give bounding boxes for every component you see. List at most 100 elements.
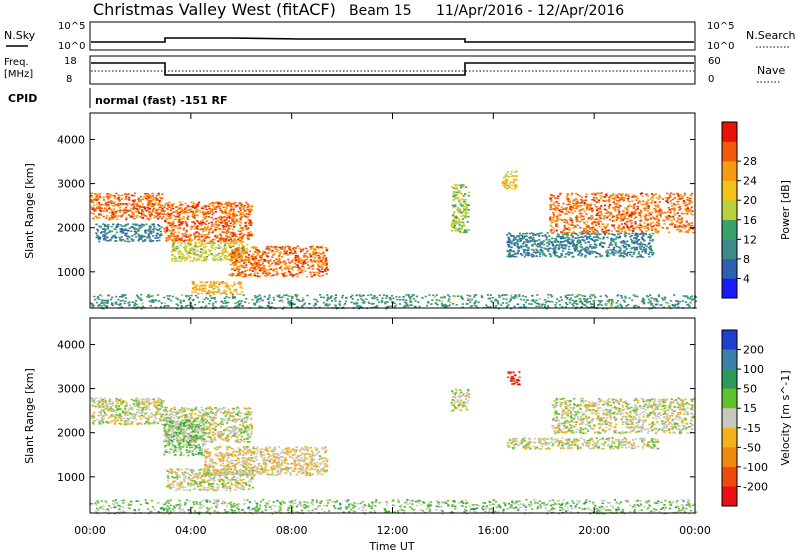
power-cell xyxy=(258,300,261,303)
power-cell xyxy=(106,204,109,206)
power-cell xyxy=(583,210,586,213)
power-cell xyxy=(133,200,136,203)
power-cell xyxy=(124,208,127,210)
power-cell xyxy=(649,300,652,302)
power-cell xyxy=(455,186,458,188)
power-cell xyxy=(480,295,483,297)
power-cell xyxy=(581,200,584,203)
power-cell xyxy=(554,209,557,212)
power-cell xyxy=(147,208,150,210)
power-cell xyxy=(178,250,181,252)
power-cell xyxy=(172,207,175,210)
power-cell xyxy=(200,222,204,224)
power-cell xyxy=(625,224,628,226)
power-cell xyxy=(256,253,259,255)
power-cell xyxy=(281,301,284,303)
power-cell xyxy=(178,207,181,210)
power-cell xyxy=(644,251,647,253)
power-cell xyxy=(176,260,179,262)
power-cell xyxy=(467,215,470,218)
power-cell xyxy=(586,207,589,209)
power-cell xyxy=(256,272,259,274)
power-cell xyxy=(116,218,119,220)
power-cell xyxy=(588,233,591,236)
power-cell xyxy=(600,299,603,302)
power-cell xyxy=(207,226,210,228)
power-cell xyxy=(669,210,672,212)
power-cell xyxy=(600,197,603,200)
power-cell xyxy=(657,294,660,296)
power-cell xyxy=(179,201,182,203)
power-cell xyxy=(649,251,652,253)
power-cell xyxy=(140,216,143,218)
power-cell xyxy=(632,294,635,296)
power-cell xyxy=(256,295,259,298)
power-cell xyxy=(618,235,622,238)
power-cell xyxy=(254,247,257,250)
power-cell xyxy=(549,231,552,233)
power-cell xyxy=(91,208,94,211)
power-cell xyxy=(593,204,596,206)
power-cell xyxy=(194,294,197,297)
power-cell xyxy=(465,230,468,233)
power-cell xyxy=(652,252,655,254)
power-cell xyxy=(115,231,118,234)
power-cell xyxy=(617,196,620,199)
power-cell xyxy=(504,175,507,178)
power-cell xyxy=(520,245,523,247)
power-cell xyxy=(116,209,120,212)
power-cell xyxy=(597,304,600,307)
power-cell xyxy=(192,260,195,262)
power-cell xyxy=(264,274,267,277)
power-cell xyxy=(451,222,454,224)
power-cell xyxy=(462,221,465,224)
power-cell xyxy=(464,214,467,217)
power-cell xyxy=(193,248,196,251)
power-cell xyxy=(225,201,228,204)
power-cell xyxy=(518,295,521,298)
power-cell xyxy=(203,256,206,258)
power-cell xyxy=(601,230,604,233)
power-cell xyxy=(158,225,161,227)
power-cell xyxy=(129,215,132,218)
power-cell xyxy=(510,235,513,237)
power-cell xyxy=(187,211,190,214)
power-cell xyxy=(138,238,141,240)
power-cell xyxy=(602,238,605,240)
power-cell xyxy=(159,305,162,308)
power-cell xyxy=(689,209,692,212)
power-cell xyxy=(137,297,140,299)
power-cell xyxy=(234,220,237,223)
power-cell xyxy=(455,191,458,194)
power-cell xyxy=(634,223,637,225)
power-cell xyxy=(641,238,644,241)
power-cell xyxy=(158,239,161,242)
power-cell xyxy=(319,294,322,296)
power-cell xyxy=(274,250,277,253)
power-cell xyxy=(221,211,224,213)
power-cell xyxy=(528,240,531,243)
power-cell xyxy=(506,171,510,173)
power-cell xyxy=(655,215,658,218)
power-cell xyxy=(216,254,219,256)
power-cell xyxy=(233,261,236,263)
power-cell xyxy=(144,231,147,234)
power-cell xyxy=(232,252,235,254)
power-cell xyxy=(678,230,681,233)
power-cell xyxy=(209,284,212,286)
power-cell xyxy=(647,228,650,231)
power-cell xyxy=(207,216,210,218)
power-cell xyxy=(576,241,579,243)
power-cell xyxy=(192,288,195,290)
power-cell xyxy=(311,253,314,255)
power-cell xyxy=(301,265,304,267)
power-cell xyxy=(595,198,598,200)
power-cell xyxy=(322,301,325,304)
power-cell xyxy=(220,300,223,303)
power-cell xyxy=(393,306,396,308)
power-cell xyxy=(242,205,245,207)
power-cell xyxy=(651,199,654,202)
power-cell xyxy=(97,237,100,239)
power-cell xyxy=(453,227,456,230)
power-cell xyxy=(514,242,517,244)
